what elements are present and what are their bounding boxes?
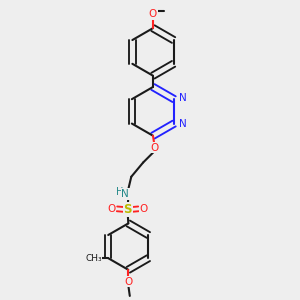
Text: O: O bbox=[124, 277, 132, 287]
Text: N: N bbox=[122, 189, 129, 199]
Text: O: O bbox=[150, 142, 159, 153]
Text: N: N bbox=[179, 119, 187, 129]
Text: O: O bbox=[107, 204, 116, 214]
Text: S: S bbox=[124, 203, 132, 216]
Text: N: N bbox=[179, 93, 187, 103]
Text: CH₃: CH₃ bbox=[85, 254, 102, 263]
Text: H: H bbox=[116, 187, 124, 196]
Text: O: O bbox=[140, 204, 148, 214]
Text: O: O bbox=[149, 9, 157, 19]
